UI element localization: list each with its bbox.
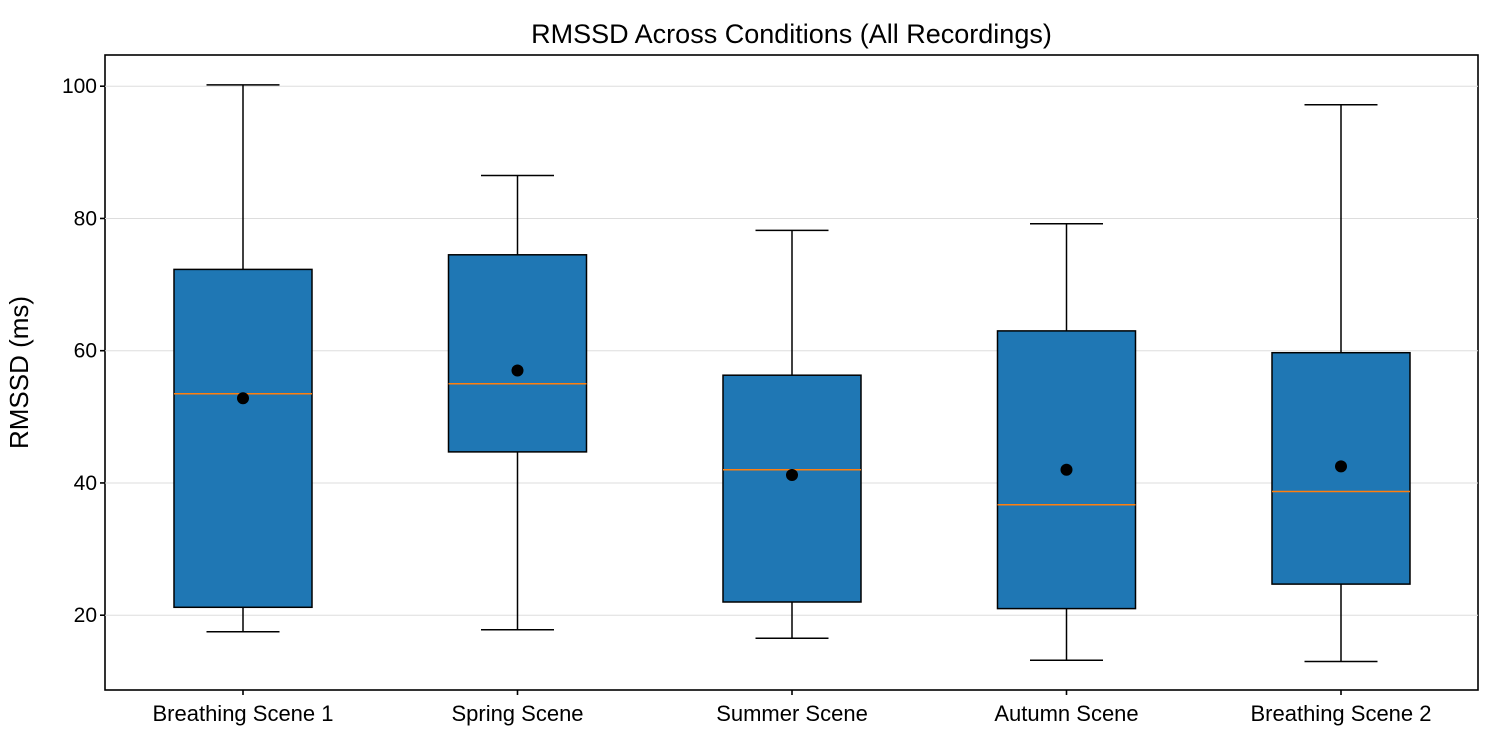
svg-text:40: 40	[74, 472, 97, 495]
svg-text:100: 100	[62, 75, 97, 98]
svg-text:60: 60	[74, 340, 97, 363]
svg-text:Breathing Scene 1: Breathing Scene 1	[152, 701, 333, 726]
svg-text:Spring Scene: Spring Scene	[451, 701, 583, 726]
svg-text:Autumn Scene: Autumn Scene	[994, 701, 1138, 726]
svg-text:RMSSD Across Conditions (All R: RMSSD Across Conditions (All Recordings)	[531, 19, 1052, 49]
svg-text:Breathing Scene 2: Breathing Scene 2	[1250, 701, 1431, 726]
svg-text:20: 20	[74, 604, 97, 627]
svg-text:80: 80	[74, 207, 97, 230]
svg-text:Summer Scene: Summer Scene	[716, 701, 868, 726]
svg-text:RMSSD (ms): RMSSD (ms)	[4, 296, 34, 449]
